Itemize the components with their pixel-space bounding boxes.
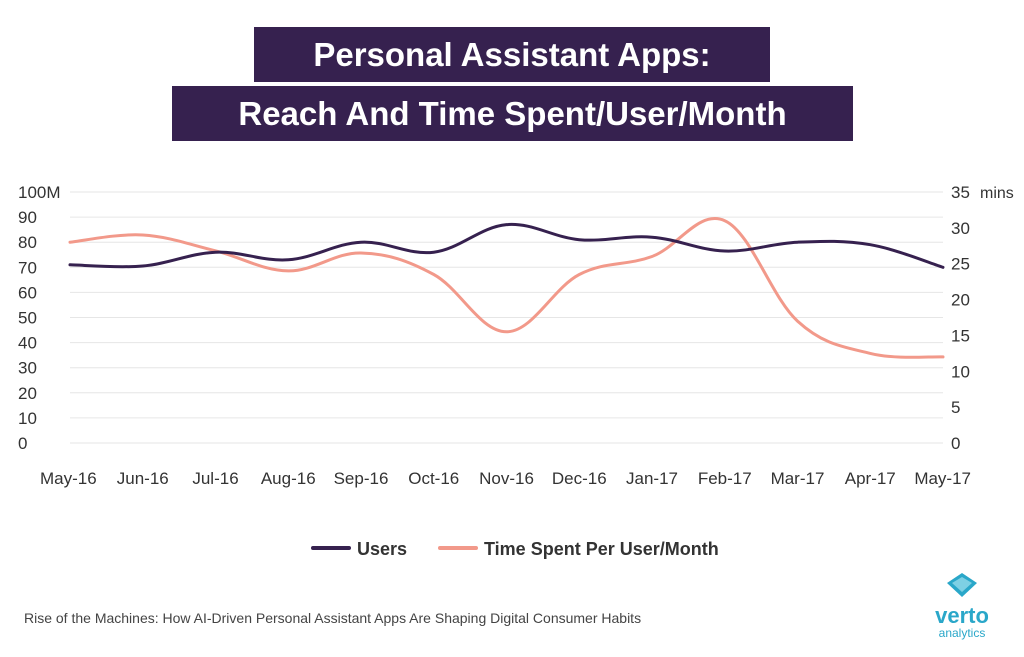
x-axis-tick-label: Nov-16	[479, 469, 534, 488]
right-axis-tick-label: 5	[951, 398, 960, 417]
left-axis-tick-label: 30	[18, 359, 37, 378]
x-axis-tick-label: Jul-16	[192, 469, 238, 488]
x-axis-tick-label: May-17	[914, 469, 971, 488]
right-axis-tick-label: 25	[951, 255, 970, 274]
time-spent-series-line	[68, 217, 945, 359]
source-caption: Rise of the Machines: How AI-Driven Pers…	[24, 610, 642, 626]
x-axis-tick-label: Mar-17	[771, 469, 825, 488]
right-axis-tick-label: 35	[951, 183, 970, 202]
chart-title-line-2: Reach And Time Spent/User/Month	[172, 86, 853, 141]
left-axis-tick-label: 80	[18, 233, 37, 252]
legend-users-label: Users	[357, 539, 407, 559]
x-axis-tick-label: Feb-17	[698, 469, 752, 488]
x-axis-tick-label: Oct-16	[408, 469, 459, 488]
left-axis-tick-label: 60	[18, 283, 37, 302]
left-axis-tick-label: 0	[18, 434, 27, 453]
verto-analytics-logo: verto analytics	[920, 572, 1004, 639]
legend-time-spent-label: Time Spent Per User/Month	[484, 539, 719, 559]
left-axis-tick-label: 100M	[18, 183, 61, 202]
right-axis-tick-label: 30	[951, 219, 970, 238]
chart-title-line-1: Personal Assistant Apps:	[254, 27, 770, 82]
x-axis-tick-label: Aug-16	[261, 469, 316, 488]
logo-tagline: analytics	[938, 626, 986, 640]
x-axis-tick-label: May-16	[40, 469, 97, 488]
x-axis-tick-label: Jun-16	[117, 469, 169, 488]
left-axis-tick-label: 40	[18, 334, 37, 353]
users-series-line	[68, 222, 945, 269]
left-axis-tick-label: 70	[18, 258, 37, 277]
left-axis-tick-label: 20	[18, 384, 37, 403]
left-axis-tick-label: 90	[18, 208, 37, 227]
left-axis-tick-label: 50	[18, 309, 37, 328]
logo-name: verto	[935, 603, 989, 628]
right-axis-tick-label: 20	[951, 291, 970, 310]
left-axis-tick-label: 10	[18, 409, 37, 428]
right-axis-unit-label: mins	[980, 185, 1014, 202]
right-axis-tick-label: 0	[951, 434, 960, 453]
x-axis-tick-label: Jan-17	[626, 469, 678, 488]
x-axis-tick-label: Sep-16	[334, 469, 389, 488]
right-axis-tick-label: 10	[951, 362, 970, 381]
x-axis-tick-label: Apr-17	[845, 469, 896, 488]
right-axis-tick-label: 15	[951, 326, 970, 345]
x-axis-tick-label: Dec-16	[552, 469, 607, 488]
diamond-logo-icon	[947, 573, 977, 597]
